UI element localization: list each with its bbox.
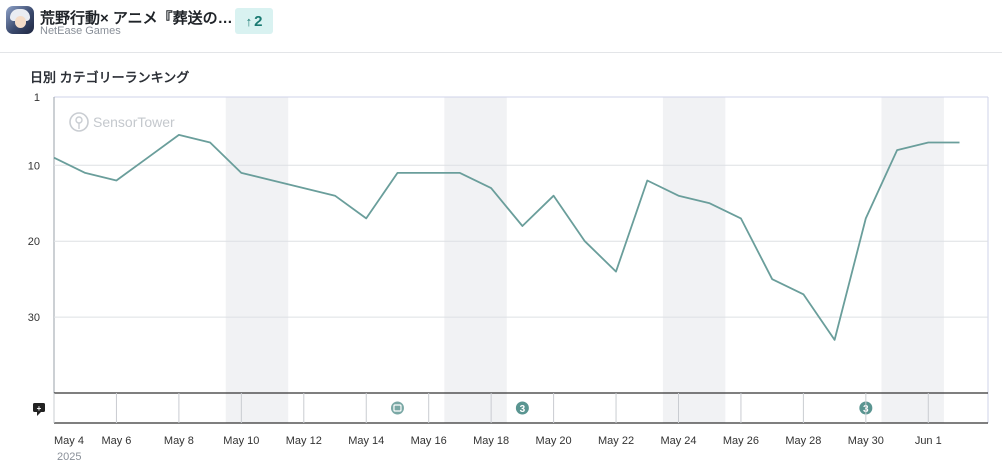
weekend-band-1 — [225, 97, 289, 423]
weekend-band-4 — [881, 97, 944, 423]
y-tick-label-10: 10 — [28, 160, 40, 172]
review-icon: + — [33, 403, 45, 416]
x-tick-label: May 10 — [223, 435, 259, 447]
y-tick-label-30: 30 — [28, 312, 40, 324]
arrow-up-icon: ↑ — [245, 13, 253, 29]
weekend-band-2 — [444, 97, 507, 423]
series-lines — [53, 133, 960, 341]
event-marker-count: 3 — [520, 404, 526, 415]
review-icon-tail — [37, 412, 41, 416]
x-year-label: 2025 — [57, 451, 81, 463]
weekend-band-3 — [662, 97, 726, 423]
chart-title: 日別 カテゴリーランキング — [30, 70, 190, 85]
app-header: 荒野行動× アニメ『葬送の… NetEase Games ↑ 2 — [0, 0, 1002, 53]
x-tick-label: May 24 — [660, 435, 696, 447]
x-tick-label: May 20 — [536, 435, 572, 447]
x-tick-label: May 8 — [164, 435, 194, 447]
x-tick-label: Jun 1 — [915, 435, 942, 447]
sensor-tower-watermark: SensorTower — [69, 112, 175, 132]
series-line-1 — [53, 133, 960, 341]
app-title[interactable]: 荒野行動× アニメ『葬送の… — [40, 10, 233, 27]
event-marker-circle — [390, 401, 404, 415]
rank-change-value: 2 — [254, 12, 263, 30]
x-tick-label: May 28 — [785, 435, 821, 447]
x-tick-label: May 4 — [54, 435, 84, 447]
review-icon-body — [33, 403, 45, 412]
y-axis-ticks: 1 10 20 30 — [28, 92, 40, 324]
x-tick-label: May 26 — [723, 435, 759, 447]
x-tick-label: May 18 — [473, 435, 509, 447]
rank-change-badge: ↑ 2 — [235, 8, 273, 34]
watermark-text: SensorTower — [93, 114, 175, 130]
x-tick-label: May 6 — [101, 435, 131, 447]
y-tick-label-20: 20 — [28, 236, 40, 248]
event-marker-2: 3 — [515, 401, 529, 415]
x-tick-label: May 22 — [598, 435, 634, 447]
x-tick-label: May 12 — [286, 435, 322, 447]
x-axis-ticks: May 4 May 6 May 8 May 10 May 12 May 14 May 16 M… — [53, 393, 942, 463]
review-icon-plus: + — [37, 404, 42, 413]
x-tick-label: May 16 — [411, 435, 447, 447]
annotation-track: +33 — [33, 401, 873, 416]
app-icon[interactable] — [6, 6, 34, 34]
app-update-icon — [393, 404, 402, 412]
app-publisher[interactable]: NetEase Games — [40, 25, 121, 37]
event-marker-1 — [390, 401, 404, 415]
event-marker-circle — [515, 401, 529, 415]
y-tick-label-1: 1 — [34, 92, 40, 104]
x-tick-label: May 30 — [848, 435, 884, 447]
weekend-shading — [225, 97, 944, 423]
grid-lines — [53, 96, 989, 424]
x-tick-label: May 14 — [348, 435, 384, 447]
